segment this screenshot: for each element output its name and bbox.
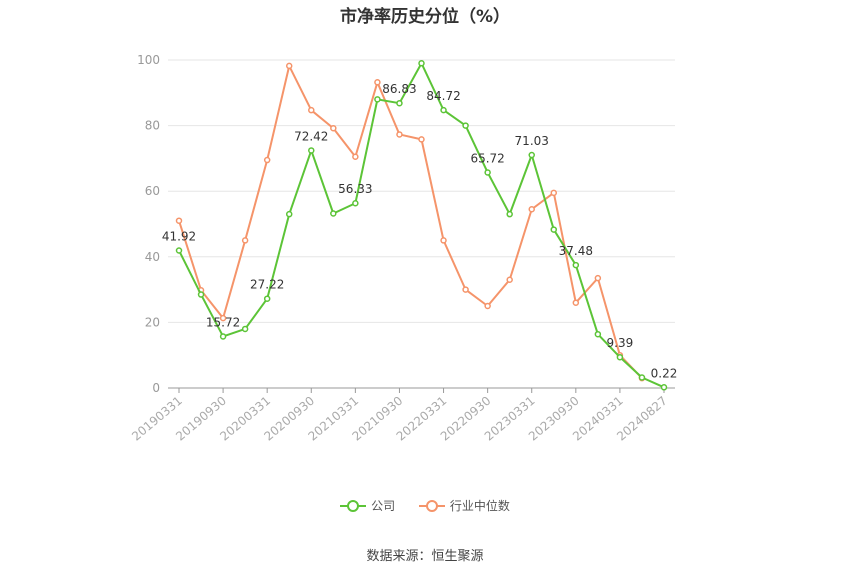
data-point-industry-median [241,237,249,244]
data-label: 56.33 [338,182,372,196]
data-label: 72.42 [294,129,328,143]
data-point-company [308,147,315,154]
data-point-industry-median [506,276,513,284]
y-tick-label: 60 [145,184,160,198]
data-label: 65.72 [470,151,504,165]
data-source-note: 数据来源：恒生聚源 [366,549,484,564]
y-tick-label: 20 [145,315,160,329]
data-point-industry-median [219,314,227,322]
data-point-company [462,122,469,129]
data-point-company [484,169,491,176]
data-point-company [197,291,205,298]
data-point-company [616,353,624,361]
data-label: 37.48 [559,244,593,258]
data-label: 71.03 [515,134,549,148]
data-point-company [660,384,668,391]
data-label: 27.22 [250,278,284,292]
data-label: 86.83 [382,82,416,96]
series-line-company [178,62,665,389]
data-point-industry-median [572,299,580,306]
data-label: 15.72 [206,315,240,329]
data-point-company [572,261,580,269]
data-point-industry-median [594,274,602,282]
legend: 公司 行业中位数 [0,497,850,516]
data-point-industry-median [396,131,403,138]
data-point-company [418,60,425,67]
chart-title: 市净率历史分位（%） [339,7,511,27]
legend-label-company: 公司 [371,499,396,513]
data-point-company [506,210,513,218]
legend-label-industry-median: 行业中位数 [449,499,510,513]
data-point-industry-median [374,79,381,86]
data-point-industry-median [285,62,293,70]
data-point-company [241,325,249,333]
data-point-industry-median [308,106,315,114]
data-point-company [175,247,183,254]
data-point-company [638,374,646,381]
data-point-industry-median [528,205,535,213]
data-label: 84.72 [426,89,460,103]
data-label: 9.39 [607,336,634,350]
data-point-industry-median [330,124,337,132]
data-point-industry-median [175,217,183,224]
data-point-company [285,210,293,218]
data-point-industry-median [440,237,447,244]
y-tick-label: 40 [145,250,160,264]
series-line-industry-median [178,64,643,379]
data-point-company [352,199,359,207]
data-point-company [219,333,227,340]
data-point-company [594,330,602,338]
legend-item-company[interactable]: 公司 [340,497,395,514]
data-point-company [440,106,447,114]
data-point-industry-median [484,302,491,310]
data-point-industry-median [550,189,558,197]
data-point-company [374,96,381,103]
data-label: 0.22 [651,366,678,380]
data-point-industry-median [418,136,425,143]
y-tick-label: 0 [152,381,160,395]
data-point-company [263,295,271,302]
legend-item-industry-median[interactable]: 行业中位数 [418,497,510,514]
legend-swatch-industry-median [418,499,445,513]
data-point-company [528,151,535,159]
y-tick-label: 100 [137,53,160,67]
legend-swatch-company [340,499,367,513]
data-point-industry-median [462,286,469,293]
data-point-industry-median [263,156,271,164]
data-point-company [550,226,558,233]
data-point-company [396,99,403,107]
data-point-company [330,210,337,217]
data-label: 41.92 [162,230,196,244]
y-tick-label: 80 [145,119,160,133]
data-point-industry-median [352,153,359,161]
